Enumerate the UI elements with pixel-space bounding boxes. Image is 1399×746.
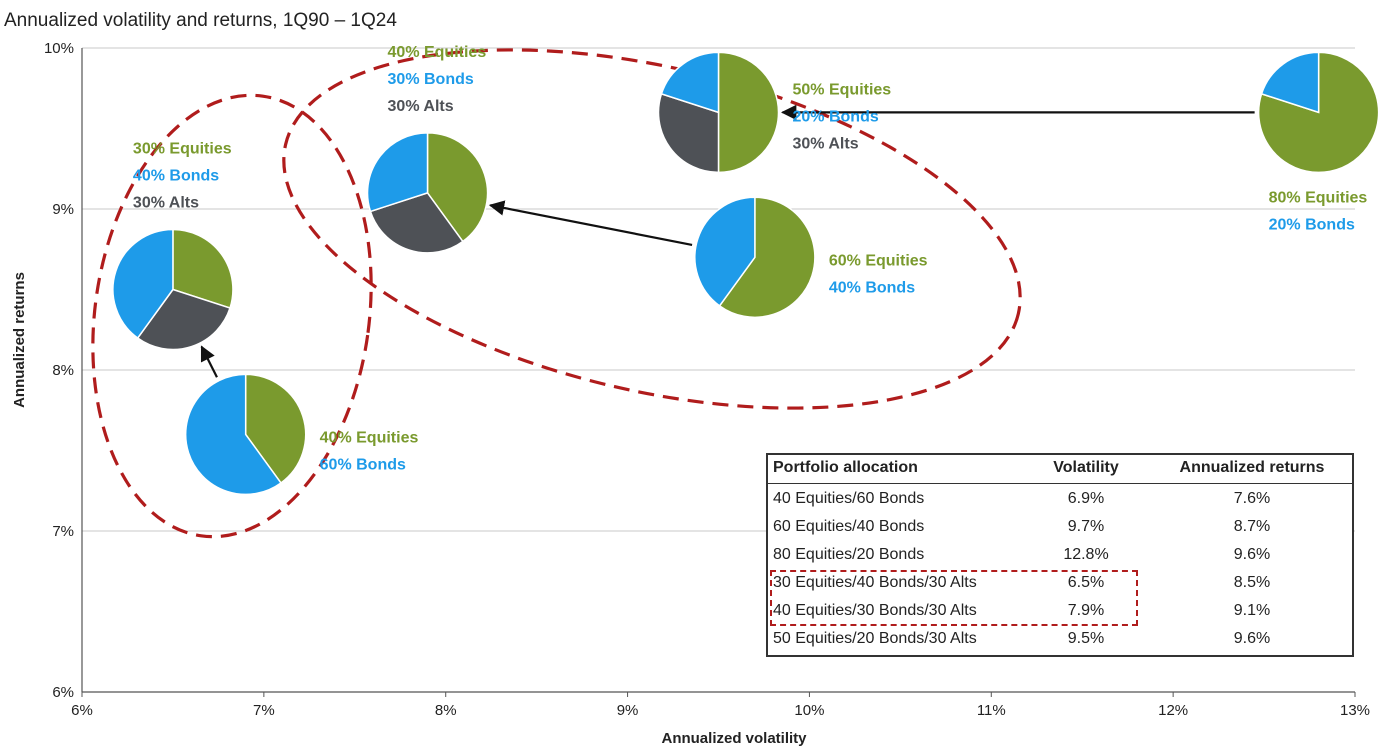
pie-label: 60% Equities [829,252,928,269]
arrows [200,104,1255,378]
pie-label: 40% Bonds [829,279,915,296]
x-tick-label: 8% [435,702,457,719]
summary-table: Portfolio allocation Volatility Annualiz… [766,453,1354,657]
table-cell: 9.6% [1233,546,1271,563]
pie-slice-bonds [184,373,282,496]
y-axis-title: Annualized returns [11,272,28,408]
pie-slice-equities [1257,51,1380,174]
pie-slice-alts [369,192,464,254]
table-row: 60 Equities/40 Bonds 9.7% 8.7% [768,514,1352,542]
highlight-ellipses [91,48,1022,539]
pie-label: 30% Equities [133,141,232,158]
pie-label: 20% Bonds [793,108,879,125]
pie-p50-20-30 [657,51,780,174]
table-cell: 6.5% [1067,574,1105,591]
tick-labels: 6% 7% 8% 9% 10% 6% 7% 8% 9% 10% 11% 12% 13% [44,40,1370,719]
pie-p40-60 [184,373,307,496]
pie-label: 50% Equities [793,81,892,98]
pie-label: 60% Bonds [320,456,406,473]
table-header-row: Portfolio allocation Volatility Annualiz… [768,455,1352,483]
x-tick-label: 7% [253,702,275,719]
pie-slice-equities [426,132,489,243]
table-row: 40 Equities/30 Bonds/30 Alts 7.9% 9.1% [768,598,1352,626]
table-row: 80 Equities/20 Bonds 12.8% 9.6% [768,542,1352,570]
pie-label: 40% Equities [388,44,487,61]
table-row: 50 Equities/20 Bonds/30 Alts 9.5% 9.6% [768,626,1352,654]
pie-slice-bonds [112,228,174,340]
x-tick-label: 11% [977,702,1006,719]
pie-label: 20% Bonds [1269,216,1355,233]
y-tick-label: 9% [52,201,74,218]
table-cell: 9.5% [1067,630,1105,647]
pie-label: 30% Alts [133,195,199,212]
x-tick-label: 6% [71,702,93,719]
table-cell: 9.6% [1233,630,1271,647]
arrow-p40-60-to-p30-40-30 [200,345,218,378]
x-tick-label: 10% [794,702,824,719]
pie-label: 40% Equities [320,429,419,446]
table-row: 40 Equities/60 Bonds 6.9% 7.6% [768,486,1352,514]
table-row: 30 Equities/40 Bonds/30 Alts 6.5% 8.5% [768,570,1352,598]
pie-p80-20 [1257,51,1380,174]
table-header-divider [768,483,1352,484]
pie-slice-alts [136,288,231,351]
pie-slice-equities [172,228,234,309]
y-tick-label: 7% [52,523,74,540]
y-tick-label: 6% [52,684,74,701]
table-cell: 40 Equities/60 Bonds [773,490,925,507]
pie-label: 30% Bonds [388,71,474,88]
table-cell: 8.5% [1233,574,1271,591]
table-cell: 80 Equities/20 Bonds [773,546,925,563]
y-tick-label: 8% [52,362,74,379]
pie-label: 30% Alts [793,135,859,152]
table-cell: 7.6% [1233,490,1271,507]
pie-labels: 40% Equities 60% Bonds 60% Equities 40% Bon… [133,44,1368,473]
pie-slice-alts [657,92,720,174]
pie-slice-equities [717,51,780,174]
pie-label: 40% Bonds [133,168,219,185]
x-tick-label: 12% [1158,702,1188,719]
table-highlight-box [770,570,1138,626]
pie-slice-equities [244,373,307,484]
table-cell: 6.9% [1067,490,1105,507]
x-tick-label: 13% [1340,702,1370,719]
table-cell: 30 Equities/40 Bonds/30 Alts [773,574,977,591]
table-cell: 8.7% [1233,518,1271,535]
pie-slice-bonds [694,196,756,307]
pie-slice-bonds [366,132,429,213]
x-axis-title: Annualized volatility [661,730,807,746]
table-header-returns: Annualized returns [1179,459,1325,476]
arrow-p60-40-to-p40-30-30 [488,200,693,247]
table-cell: 60 Equities/40 Bonds [773,518,925,535]
axes [81,48,1355,693]
table-cell: 12.8% [1063,546,1109,563]
table-cell: 50 Equities/20 Bonds/30 Alts [773,630,977,647]
chart-title: Annualized volatility and returns, 1Q90 … [4,10,397,31]
pie-slice-equities [718,196,816,319]
table-cell: 7.9% [1067,602,1105,619]
pie-label: 80% Equities [1269,189,1368,206]
alt-group-ellipse-right [282,48,1022,410]
pie-p30-40-30 [112,228,234,351]
pie-p60-40 [694,196,816,319]
pie-slice-bonds [1260,51,1320,114]
table-cell: 9.1% [1233,602,1271,619]
pie-markers [112,51,1380,496]
pie-p40-30-30 [366,132,489,254]
table-header-allocation: Portfolio allocation [773,459,918,476]
pie-label: 30% Alts [388,98,454,115]
alt-group-ellipse-left [91,93,373,539]
table-header-volatility: Volatility [1053,459,1119,476]
y-tick-label: 10% [44,40,74,57]
x-tick-label: 9% [617,702,639,719]
table-cell: 9.7% [1067,518,1105,535]
table-cell: 40 Equities/30 Bonds/30 Alts [773,602,977,619]
pie-slice-bonds [660,51,720,114]
